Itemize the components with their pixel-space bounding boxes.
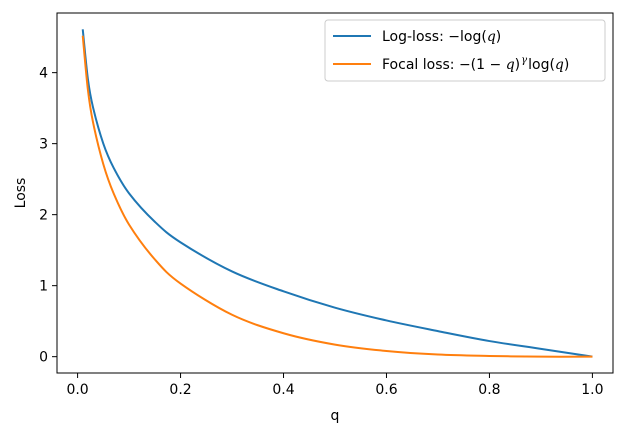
series-line-log-loss bbox=[81, 29, 593, 358]
x-axis-label: q bbox=[331, 408, 340, 424]
legend-box bbox=[324, 19, 606, 82]
y-tick-label: 1 bbox=[39, 279, 48, 295]
x-tick-label: 0.0 bbox=[66, 382, 88, 398]
plot-frame bbox=[56, 12, 614, 374]
y-axis-label: Loss bbox=[13, 178, 29, 209]
y-tick-label: 0 bbox=[39, 350, 48, 366]
x-axis-ticks: 0.0 0.2 0.4 0.6 0.8 1.0 bbox=[66, 373, 604, 398]
x-tick-label: 0.2 bbox=[169, 382, 191, 398]
y-axis-ticks: 0 1 2 3 4 bbox=[39, 66, 57, 366]
y-tick-label: 3 bbox=[39, 137, 48, 153]
x-tick-label: 0.4 bbox=[272, 382, 294, 398]
y-tick-label: 2 bbox=[39, 208, 48, 224]
series-line-focal-loss bbox=[81, 35, 593, 358]
y-tick-label: 4 bbox=[39, 66, 48, 82]
x-tick-label: 0.8 bbox=[478, 382, 500, 398]
series-lines bbox=[81, 29, 593, 358]
x-tick-label: 1.0 bbox=[581, 382, 603, 398]
legend-label: Log-loss: −log(q) bbox=[382, 29, 501, 45]
legend-label: Focal loss: −(1 − q)γlog(q) bbox=[382, 55, 569, 73]
x-tick-label: 0.6 bbox=[375, 382, 397, 398]
legend: Log-loss: −log(q) Focal loss: −(1 − q)γlo… bbox=[324, 19, 606, 82]
